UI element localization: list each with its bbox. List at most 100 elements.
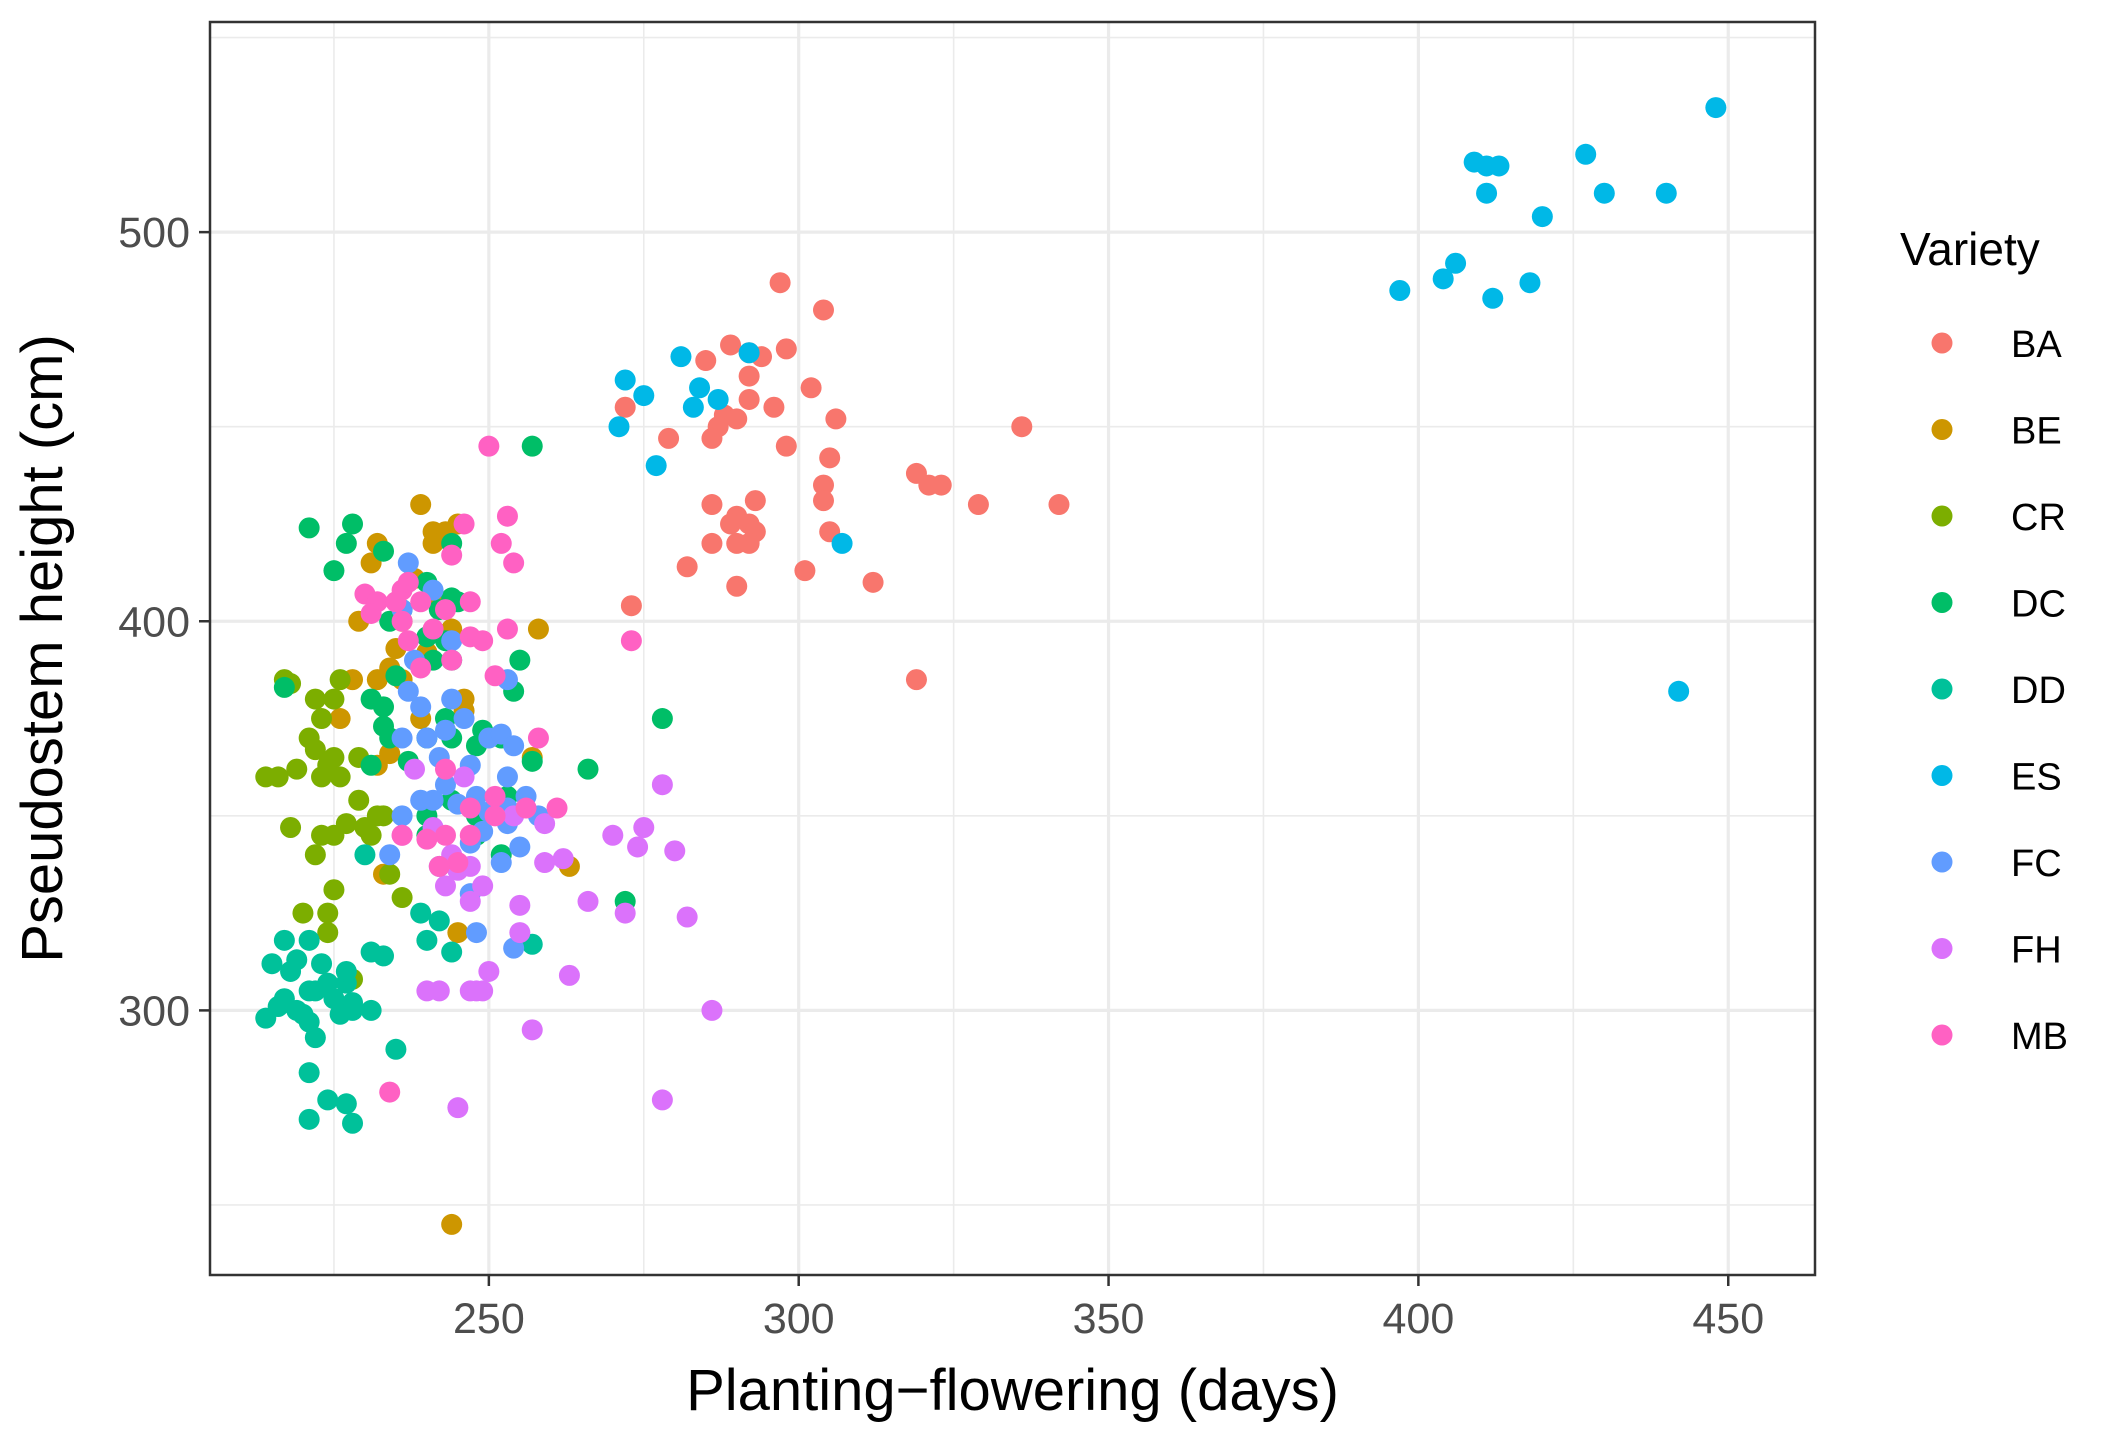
point-fh xyxy=(633,817,655,838)
point-ba xyxy=(905,669,927,691)
point-fh xyxy=(577,890,599,912)
point-fh xyxy=(602,824,624,846)
point-fc xyxy=(391,805,413,827)
x-tick-label: 400 xyxy=(1383,1295,1455,1343)
point-fc xyxy=(391,727,413,749)
point-dc xyxy=(360,754,382,776)
point-dd xyxy=(335,960,357,982)
legend-key-ba xyxy=(1931,332,1953,354)
point-ba xyxy=(744,490,766,512)
point-fc xyxy=(509,836,531,858)
point-fh xyxy=(627,836,649,858)
point-es xyxy=(1482,287,1504,309)
point-dc xyxy=(521,750,543,772)
legend-key-es xyxy=(1931,765,1953,786)
point-cr xyxy=(323,824,345,846)
legend-key-be xyxy=(1931,419,1953,440)
point-mb xyxy=(441,544,463,566)
point-es xyxy=(689,377,711,399)
point-fh xyxy=(509,894,531,916)
point-dc xyxy=(342,513,364,535)
y-tick-label: 300 xyxy=(118,987,190,1035)
point-ba xyxy=(775,338,797,360)
y-tick-label: 400 xyxy=(118,598,190,646)
legend-key-fc xyxy=(1931,851,1953,873)
point-ba xyxy=(720,334,742,356)
legend-label-es: ES xyxy=(2011,757,2062,799)
point-mb xyxy=(478,435,500,457)
point-dd xyxy=(261,953,283,975)
point-dd xyxy=(441,941,463,963)
point-dc xyxy=(298,517,320,539)
point-mb xyxy=(496,505,518,527)
point-mb xyxy=(416,828,438,850)
point-fh xyxy=(651,1089,673,1111)
legend: BA BE CR DC DD ES FC FH MB xyxy=(1931,324,2068,1058)
point-fc xyxy=(441,630,463,652)
point-cr xyxy=(360,824,382,846)
point-mb xyxy=(484,785,506,807)
point-ba xyxy=(620,595,642,617)
point-mb xyxy=(490,532,512,554)
legend-label-cr: CR xyxy=(2011,497,2066,539)
point-cr xyxy=(304,688,326,710)
point-dd xyxy=(342,1112,364,1134)
point-ba xyxy=(701,427,723,449)
point-es xyxy=(1432,268,1454,290)
point-mb xyxy=(360,602,382,624)
point-ba xyxy=(720,513,742,535)
point-fh xyxy=(701,999,723,1021)
point-cr xyxy=(317,902,339,924)
point-cr xyxy=(329,766,351,788)
point-dd xyxy=(267,996,289,1017)
point-es xyxy=(633,385,655,407)
point-ba xyxy=(825,408,847,430)
point-ba xyxy=(794,560,816,582)
point-dc xyxy=(385,665,407,687)
point-be xyxy=(410,494,432,516)
point-dd xyxy=(298,1062,320,1084)
point-es xyxy=(738,342,760,364)
point-fc xyxy=(397,552,419,574)
point-mb xyxy=(391,610,413,632)
point-es xyxy=(614,369,636,391)
point-ba xyxy=(738,388,760,410)
point-ba xyxy=(614,396,636,418)
x-axis-ticks: 250 300 350 400 450 xyxy=(453,1275,1764,1343)
point-cr xyxy=(311,708,333,730)
point-cr xyxy=(391,887,413,909)
point-ba xyxy=(701,494,723,516)
point-be xyxy=(366,669,388,691)
point-ba xyxy=(726,532,748,554)
point-ba xyxy=(812,490,834,512)
point-cr xyxy=(373,805,395,827)
point-cr xyxy=(323,879,345,901)
point-cr xyxy=(292,902,314,924)
y-axis-title: Pseudostem height (cm) xyxy=(10,334,75,963)
point-ba xyxy=(967,494,989,516)
point-fc xyxy=(422,789,444,811)
point-mb xyxy=(410,657,432,679)
point-ba xyxy=(726,408,748,430)
point-dd xyxy=(311,953,333,975)
point-fc xyxy=(496,766,518,788)
point-ba xyxy=(658,427,680,449)
point-es xyxy=(831,532,853,554)
point-es xyxy=(1389,280,1411,301)
point-fh xyxy=(651,774,673,796)
point-fc xyxy=(379,844,401,866)
point-fc xyxy=(490,852,512,874)
point-fc xyxy=(441,688,463,710)
point-fh xyxy=(664,840,686,862)
x-tick-label: 450 xyxy=(1692,1295,1764,1343)
point-fh xyxy=(447,1097,469,1119)
point-dd xyxy=(317,1089,339,1111)
point-es xyxy=(682,396,704,418)
point-cr xyxy=(329,669,351,691)
point-mb xyxy=(484,805,506,827)
point-dd xyxy=(416,929,438,951)
point-fh xyxy=(453,766,475,788)
point-dd xyxy=(360,999,382,1021)
point-dc xyxy=(335,532,357,554)
